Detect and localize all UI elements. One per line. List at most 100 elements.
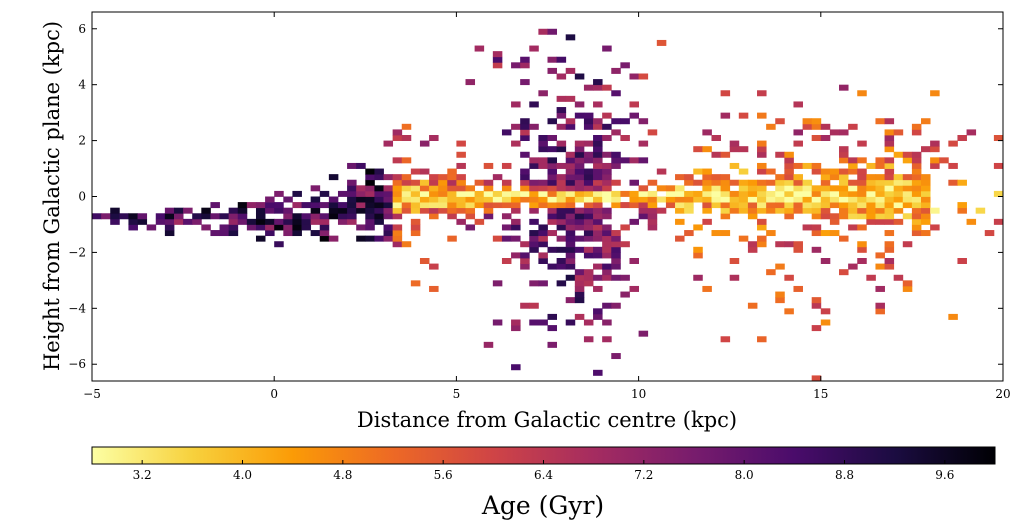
colorbar-tick-label: 5.6 — [434, 468, 453, 482]
heatmap-bin — [839, 146, 849, 153]
heatmap-bin — [429, 135, 439, 141]
heatmap-bin — [702, 146, 712, 153]
heatmap-bin — [374, 218, 384, 225]
heatmap-bin — [511, 325, 521, 332]
heatmap-bin — [884, 174, 895, 181]
heatmap-bin — [210, 230, 220, 237]
heatmap-bin — [820, 213, 831, 220]
heatmap-bin — [793, 129, 803, 136]
heatmap-bin — [857, 241, 867, 248]
heatmap-bin — [401, 135, 412, 141]
heatmap-bin — [593, 123, 603, 130]
heatmap-bin — [501, 162, 512, 169]
heatmap-bin — [757, 112, 767, 119]
heatmap-bin — [784, 241, 794, 248]
heatmap-bin — [547, 67, 558, 74]
heatmap-bin — [392, 190, 403, 197]
heatmap-bin — [793, 285, 803, 292]
heatmap-bin — [565, 319, 576, 326]
heatmap-bin — [693, 146, 703, 153]
heatmap-bin — [483, 213, 494, 220]
heatmap-bin — [547, 207, 558, 214]
heatmap-bin — [219, 230, 230, 237]
heatmap-bin — [583, 224, 594, 231]
heatmap-bin — [902, 157, 913, 164]
heatmap-bin — [401, 241, 412, 248]
heatmap-bin — [556, 56, 567, 63]
heatmap-bin — [775, 185, 785, 192]
heatmap-bin — [866, 162, 876, 169]
heatmap-bin — [583, 196, 594, 203]
heatmap-bin — [547, 196, 558, 203]
heatmap-bin — [784, 202, 794, 209]
heatmap-bin — [410, 230, 421, 237]
heatmap-bin — [875, 196, 885, 203]
heatmap-bin — [574, 291, 585, 298]
heatmap-bin — [438, 196, 448, 203]
heatmap-bin — [921, 118, 931, 125]
heatmap-bin — [583, 246, 594, 253]
heatmap-bin — [620, 241, 630, 248]
heatmap-bin — [392, 213, 403, 220]
heatmap-bin — [529, 246, 539, 253]
heatmap-bin — [365, 202, 375, 209]
heatmap-bin — [520, 196, 530, 203]
x-tick-label: −5 — [83, 387, 101, 401]
heatmap-bin — [802, 179, 813, 186]
heatmap-bin — [911, 190, 922, 197]
heatmap-bin — [693, 224, 703, 231]
heatmap-bin — [820, 207, 831, 214]
heatmap-bin — [128, 224, 138, 231]
heatmap-bin — [565, 168, 576, 175]
heatmap-bin — [902, 280, 913, 287]
heatmap-bin — [921, 190, 931, 197]
heatmap-bin — [848, 213, 858, 220]
heatmap-bin — [501, 202, 512, 209]
heatmap-bin — [729, 140, 740, 147]
heatmap-bin — [556, 218, 567, 225]
heatmap-bin — [583, 230, 594, 237]
heatmap-bin — [802, 162, 813, 169]
heatmap-bin — [456, 162, 466, 169]
heatmap-bin — [784, 274, 794, 281]
heatmap-bin — [538, 258, 548, 264]
heatmap-bin — [310, 218, 321, 225]
heatmap-bin — [675, 207, 685, 214]
heatmap-bin — [884, 185, 895, 192]
heatmap-bin — [529, 185, 539, 192]
heatmap-bin — [702, 174, 712, 181]
heatmap-bin — [529, 45, 539, 52]
heatmap-bin — [811, 168, 822, 175]
heatmap-bin — [702, 202, 712, 209]
y-tick-label: −6 — [68, 357, 86, 371]
heatmap-bin — [602, 151, 612, 158]
heatmap-bin — [884, 202, 895, 209]
heatmap-bin — [884, 263, 895, 270]
heatmap-bin — [119, 213, 129, 220]
heatmap-bin — [483, 190, 494, 197]
heatmap-bin — [365, 218, 375, 225]
heatmap-bin — [793, 179, 803, 186]
heatmap-bin — [911, 218, 922, 225]
heatmap-bin — [921, 230, 931, 237]
heatmap-bin — [793, 162, 803, 169]
heatmap-bin — [574, 185, 585, 192]
heatmap-bin — [574, 218, 585, 225]
heatmap-bin — [429, 196, 439, 203]
heatmap-bin — [702, 218, 712, 225]
heatmap-bin — [820, 190, 831, 197]
colorbar-tick-label: 3.2 — [133, 468, 152, 482]
heatmap-bin — [911, 224, 922, 231]
heatmap-bin — [793, 241, 803, 248]
heatmap-bin — [155, 218, 166, 225]
heatmap-bin — [839, 185, 849, 192]
heatmap-bin — [583, 252, 594, 259]
heatmap-bin — [228, 218, 239, 225]
heatmap-bin — [611, 129, 621, 136]
heatmap-bin — [583, 213, 594, 220]
heatmap-bin — [957, 258, 967, 264]
heatmap-bin — [474, 45, 485, 52]
heatmap-bin — [893, 185, 904, 192]
heatmap-bin — [711, 179, 721, 186]
heatmap-bin — [365, 174, 375, 181]
